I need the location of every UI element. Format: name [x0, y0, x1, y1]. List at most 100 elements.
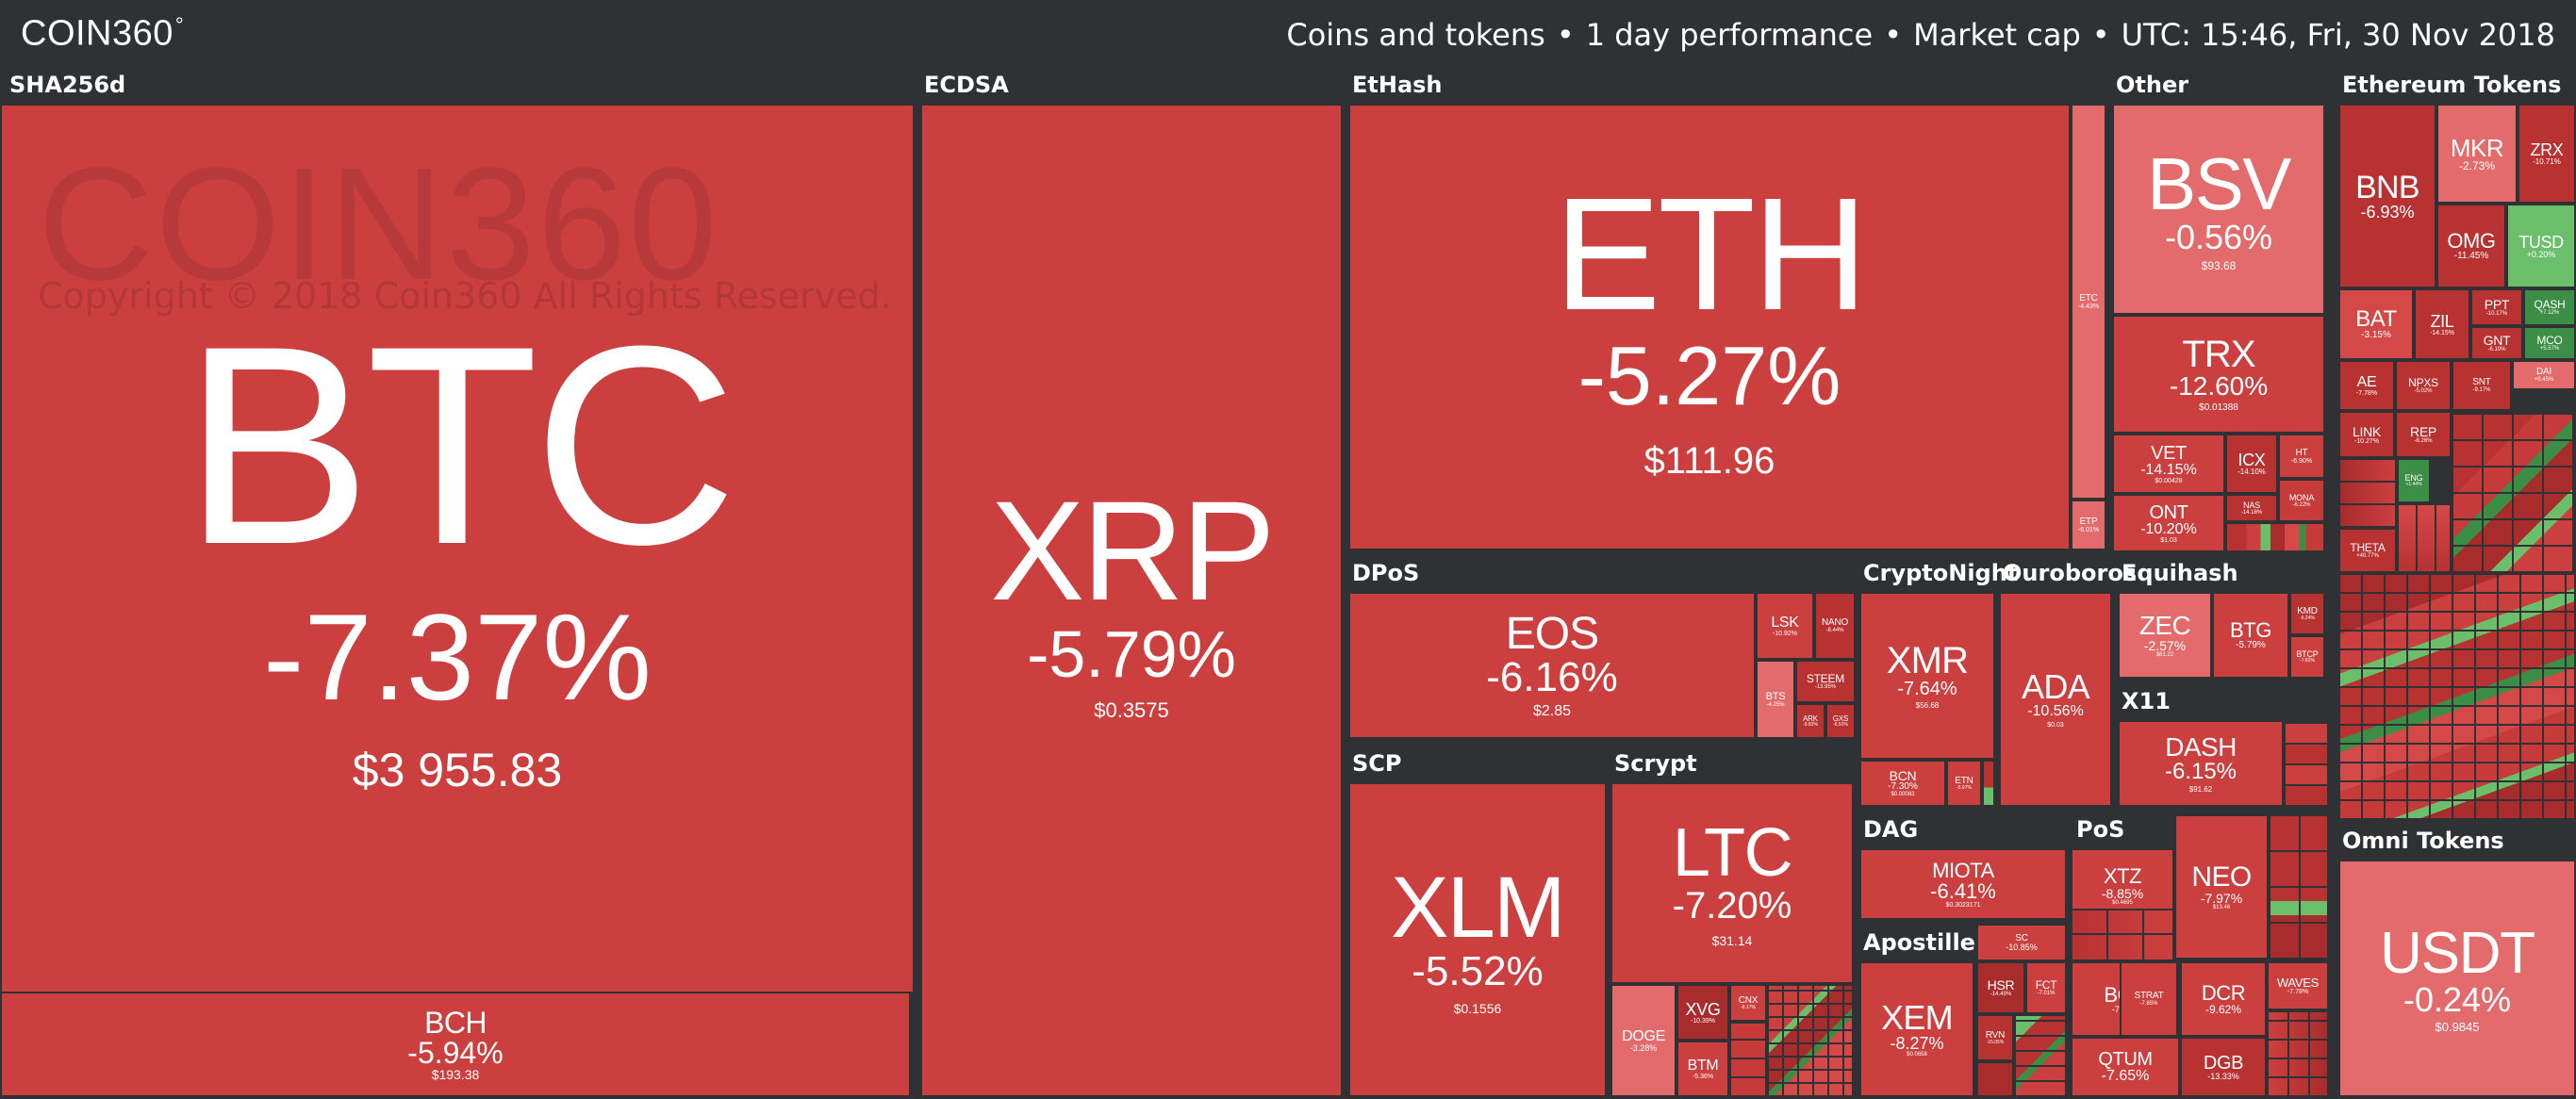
small-coins-mosaic-pos[interactable] — [2071, 909, 2174, 961]
small-tokens-mosaic-3[interactable] — [2397, 503, 2452, 573]
coin-tile-ark[interactable]: ARK -9.82% — [1795, 703, 1825, 739]
coin-tile-zec[interactable]: ZEC -2.57% $61.22 — [2118, 592, 2212, 679]
coin-tile-gnt[interactable]: GNT -6.10% — [2470, 326, 2523, 360]
coin-tile-btcp[interactable]: BTCP -7.82% — [2289, 635, 2325, 679]
coin-tile-fct[interactable]: FCT -7.01% — [2025, 961, 2067, 1014]
coin-tile-sc[interactable]: SC -10.85% — [1976, 924, 2067, 961]
coin-tile-zrx[interactable]: ZRX -10.71% — [2518, 104, 2576, 204]
small-coins-mosaic-scrypt-1[interactable] — [1729, 1022, 1767, 1097]
coin-tile-cnx[interactable]: CNX -8.17% — [1729, 984, 1767, 1022]
small-coins-mosaic-cryptonight[interactable] — [1982, 760, 1995, 807]
coin-tile-trx[interactable]: TRX -12.60% $0.01388 — [2112, 315, 2325, 434]
coin-tile-etc[interactable]: ETC -4.43% — [2071, 104, 2106, 500]
coin-change: +7.12% — [2539, 310, 2560, 316]
coin-tile-xvg[interactable]: XVG -10.39% — [1676, 984, 1729, 1041]
coin-tile-npxs[interactable]: NPXS -5.02% — [2395, 360, 2452, 411]
coin-tile-bnb[interactable]: BNB -6.93% — [2338, 104, 2436, 288]
coin-tile-steem[interactable]: STEEM -13.95% — [1795, 660, 1856, 703]
coin-change: -7.97% — [2200, 891, 2243, 906]
small-coins-mosaic-scrypt-2[interactable] — [1767, 984, 1854, 1097]
coin-tile-doge[interactable]: DOGE -3.28% — [1610, 984, 1676, 1097]
coin-tile-hsr[interactable]: HSR -14.49% — [1976, 961, 2025, 1014]
coin-tile-rep[interactable]: REP -8.26% — [2395, 411, 2452, 458]
small-coins-mosaic-apostille[interactable] — [2014, 1014, 2067, 1097]
coin-tile-dcr[interactable]: DCR -9.62% — [2180, 961, 2267, 1037]
coin-tile-xlm[interactable]: XLM -5.52% $0.1556 — [1348, 782, 1607, 1097]
coin-tile-tusd[interactable]: TUSD +0.20% — [2506, 204, 2576, 288]
coin-tile-qash[interactable]: QASH +7.12% — [2523, 288, 2576, 326]
coin-tile-theta[interactable]: THETA +40.77% — [2338, 528, 2397, 573]
coin-tile-usdt[interactable]: USDT -0.24% $0.9845 — [2338, 860, 2576, 1097]
coin-tile-xem[interactable]: XEM -8.27% $0.0658 — [1859, 961, 1974, 1097]
coin-tile-btg[interactable]: BTG -5.79% — [2212, 592, 2289, 679]
coin-tile-bcn[interactable]: BCN -7.30% $0.00083 — [1859, 760, 1946, 807]
coin-tile-xmr[interactable]: XMR -7.64% $56.68 — [1859, 592, 1995, 760]
coin-tile-ltc[interactable]: LTC -7.20% $31.14 — [1610, 782, 1854, 984]
coin-symbol: QASH — [2534, 298, 2566, 311]
small-coins-mosaic-misc[interactable] — [2267, 1010, 2329, 1097]
coin-tile-snt[interactable]: SNT -9.17% — [2452, 360, 2512, 411]
coin-tile-zil[interactable]: ZIL -14.15% — [2414, 288, 2470, 360]
coin-tile-etn[interactable]: ETN -5.97% — [1946, 760, 1982, 807]
coin-tile-vet[interactable]: VET -14.15% $0.00428 — [2112, 434, 2225, 494]
coin-tile-btm[interactable]: BTM -5.36% — [1676, 1041, 1729, 1097]
coin-tile-gxs[interactable]: GXS -6.52% — [1825, 703, 1856, 739]
coin-tile-nas[interactable]: NAS -14.18% — [2225, 494, 2278, 522]
coin-tile-ht[interactable]: HT -6.90% — [2278, 434, 2325, 479]
coin-tile-icx[interactable]: ICX -14.10% — [2225, 434, 2278, 494]
coin-tile-btc[interactable]: BTC -7.37% $3 955.83 — [0, 104, 915, 993]
coin-tile-bat[interactable]: BAT -3.15% — [2338, 288, 2414, 360]
coin-tile-miota[interactable]: MIOTA -6.41% $0.3023171 — [1859, 848, 2067, 920]
coin-tile-ae[interactable]: AE -7.78% — [2338, 360, 2395, 411]
small-coins-mosaic-neo[interactable] — [2269, 814, 2329, 960]
coin-tile-qtum[interactable]: QTUM -7.65% — [2071, 1037, 2180, 1097]
filter-selector[interactable]: Coins and tokens — [1286, 17, 1545, 53]
coin-symbol: VET — [2151, 442, 2187, 464]
coin-tile-kmd[interactable]: KMD -5.24% — [2289, 592, 2325, 635]
small-tokens-mosaic-4[interactable] — [2338, 573, 2576, 820]
coin-tile-xrp[interactable]: XRP -5.79% $0.3575 — [920, 104, 1343, 1097]
coin360-logo[interactable]: COIN360° — [21, 13, 184, 55]
coin-symbol: BTS — [1765, 690, 1786, 702]
coin-tile-eos[interactable]: EOS -6.16% $2.85 — [1348, 592, 1756, 739]
coin-symbol: NPXS — [2408, 376, 2438, 389]
coin-price: $3 955.83 — [352, 744, 563, 796]
coin-tile-dai[interactable]: DAI +0.45% — [2512, 360, 2576, 390]
coin-tile-eth[interactable]: ETH -5.27% $111.96 — [1348, 104, 2071, 550]
coin-change: -14.15% — [2140, 461, 2197, 478]
coin-tile-dash[interactable]: DASH -6.15% $91.62 — [2118, 720, 2284, 807]
coin-tile-neo[interactable]: NEO -7.97% $13.46 — [2174, 814, 2269, 960]
small-tokens-mosaic-2[interactable] — [2338, 458, 2397, 528]
coin-tile-bsv[interactable]: BSV -0.56% $93.68 — [2112, 104, 2325, 315]
coin-change: -7.85% — [2139, 1001, 2158, 1007]
coin-tile-bch[interactable]: BCH -5.94% $193.38 — [0, 992, 911, 1097]
coin-change: -5.94% — [407, 1036, 504, 1070]
coin-price: $93.68 — [2201, 259, 2237, 272]
metric-selector[interactable]: Market cap — [1913, 17, 2081, 53]
period-selector[interactable]: 1 day performance — [1585, 17, 1874, 53]
small-coins-mosaic-x11[interactable] — [2284, 720, 2329, 807]
coin-tile-rvn[interactable]: RVN -15.05% — [1976, 1014, 2014, 1061]
coin-tile-eng[interactable]: ENG +1.44% — [2397, 458, 2431, 503]
coin-symbol: MONA — [2288, 492, 2315, 502]
coin-tile-nano[interactable]: NANO -8.44% — [1814, 592, 1856, 660]
small-tokens-mosaic-1[interactable] — [2452, 411, 2576, 573]
coin-tile-ont[interactable]: ONT -10.20% $1.03 — [2112, 494, 2225, 552]
coin-tile-waves[interactable]: WAVES -7.78% — [2267, 961, 2329, 1010]
coin-tile-dgb[interactable]: DGB -13.33% — [2180, 1037, 2267, 1097]
coin-tile-mona[interactable]: MONA -6.22% — [2278, 479, 2325, 522]
coin-tile-bts[interactable]: BTS -4.25% — [1756, 660, 1795, 739]
coin-change: -3.15% — [2361, 330, 2391, 340]
small-coins-mosaic-other[interactable] — [2225, 522, 2325, 552]
coin-tile-mkr[interactable]: MKR -2.73% — [2436, 104, 2518, 204]
coin-tile-lsk[interactable]: LSK -10.92% — [1756, 592, 1814, 660]
coin-tile-ada[interactable]: ADA -10.56% $0.03 — [1999, 592, 2112, 807]
coin-tile-mco[interactable]: MCO +5.57% — [2523, 326, 2576, 360]
small-coins-mosaic-apostille-2[interactable] — [1976, 1061, 2014, 1097]
coin-tile-link[interactable]: LINK -10.27% — [2338, 411, 2395, 458]
coin-symbol: ETP — [2079, 516, 2098, 527]
coin-tile-omg[interactable]: OMG -11.45% — [2436, 204, 2506, 288]
coin-tile-ppt[interactable]: PPT -10.17% — [2470, 288, 2523, 326]
coin-tile-strat[interactable]: STRAT -7.85% — [2120, 961, 2178, 1037]
coin-tile-etp[interactable]: ETP -6.01% — [2071, 500, 2106, 550]
